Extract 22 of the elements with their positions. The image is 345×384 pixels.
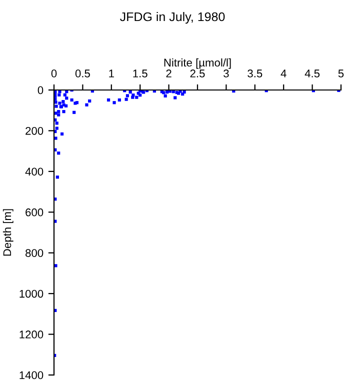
y-tick-label: 1400 [20, 371, 44, 380]
y-tick-label: 0 [38, 86, 44, 94]
x-axis-title: Nitrite [µmol/l] [164, 58, 231, 69]
y-axis-title: Depth [m] [2, 209, 14, 256]
x-tick-label: 1.5 [133, 70, 148, 78]
y-tick-label: 1200 [20, 330, 44, 338]
chart-title: JFDG in July, 1980 [120, 12, 225, 24]
y-tick-label: 1000 [20, 290, 44, 298]
x-tick-label: 3 [224, 70, 229, 78]
x-tick-label: 5 [338, 70, 344, 78]
x-tick-label: 1 [109, 70, 114, 78]
y-tick-label: 400 [25, 168, 44, 176]
x-tick-label: 3.5 [248, 70, 262, 78]
x-tick-label: 0 [51, 70, 57, 78]
x-tick-label: 0.5 [75, 70, 90, 78]
x-tick-label: 2.5 [190, 70, 205, 78]
x-tick-label: 2 [166, 70, 172, 78]
y-tick-label: 200 [26, 126, 44, 135]
x-tick-label: 4 [280, 70, 286, 78]
x-tick-label: 4.5 [304, 70, 320, 78]
y-tick-label: 800 [26, 249, 44, 257]
y-tick-label: 600 [26, 208, 44, 216]
